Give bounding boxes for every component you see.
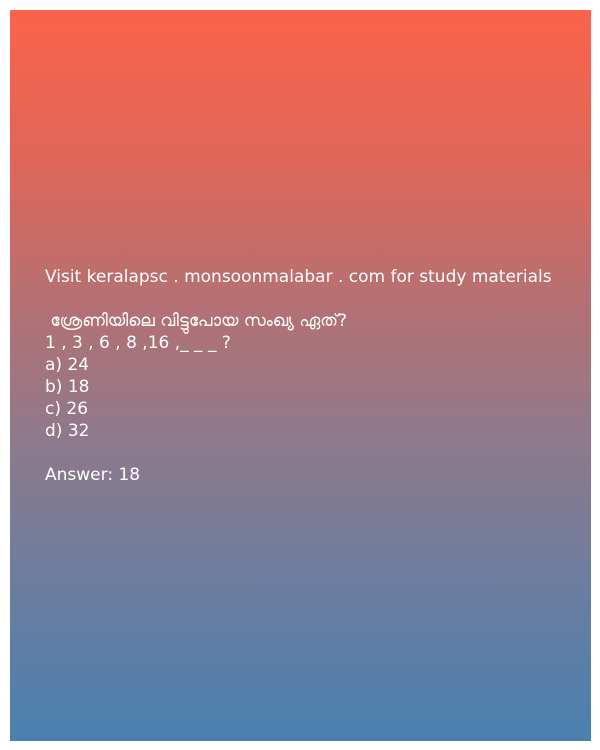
- spacer: [45, 288, 552, 310]
- question-content: Visit keralapsc . monsoonmalabar . com f…: [45, 266, 552, 486]
- number-series: 1 , 3 , 6 , 8 ,16 ,_ _ _ ?: [45, 333, 231, 353]
- option-b: b) 18: [45, 377, 90, 397]
- option-c: c) 26: [45, 399, 89, 419]
- answer-text: Answer: 18: [45, 465, 141, 485]
- question-text: ശ്രേണിയിലെ വിട്ടുപോയ സംഖ്യ ഏത്?: [45, 311, 348, 331]
- spacer: [45, 442, 552, 464]
- option-d: d) 32: [45, 421, 90, 441]
- option-a: a) 24: [45, 355, 90, 375]
- question-card: Visit keralapsc . monsoonmalabar . com f…: [10, 10, 591, 741]
- promo-text: Visit keralapsc . monsoonmalabar . com f…: [45, 267, 552, 287]
